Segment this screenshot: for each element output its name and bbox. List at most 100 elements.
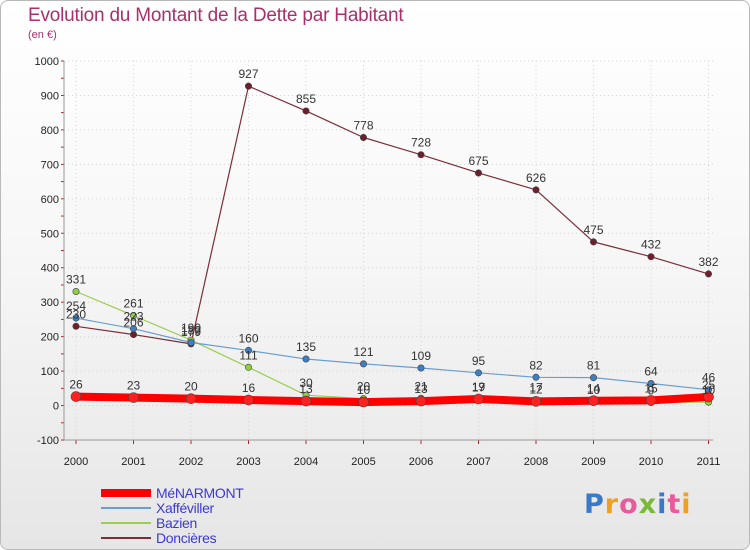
y-tick-label: 1000 xyxy=(35,56,59,68)
y-tick-label: 300 xyxy=(41,297,59,309)
series-line xyxy=(75,317,710,391)
data-label: 30 xyxy=(299,376,313,390)
series-lines xyxy=(70,82,714,408)
y-tick-label: 700 xyxy=(41,159,59,171)
x-tick-label: 2002 xyxy=(179,456,203,468)
data-label: 20 xyxy=(357,380,371,394)
data-label: 10 xyxy=(357,383,371,397)
gridlines xyxy=(64,60,713,441)
legend-item: Bazien xyxy=(101,515,321,531)
data-label: 179 xyxy=(181,325,201,339)
data-label: 95 xyxy=(472,354,486,368)
data-label: 20 xyxy=(184,380,198,394)
y-tick-label: 600 xyxy=(41,194,59,206)
data-point xyxy=(647,253,655,261)
data-point xyxy=(245,346,253,354)
data-point xyxy=(245,363,253,371)
data-label: 778 xyxy=(353,118,373,132)
data-label: 183 xyxy=(181,323,201,337)
y-tick-label: 0 xyxy=(53,401,59,413)
data-label: 109 xyxy=(411,349,431,363)
data-label: 432 xyxy=(641,238,661,252)
axes: -100 0 100 200 300 400 500 600 700 800 900 1000 2000… xyxy=(35,56,721,468)
data-label: 626 xyxy=(526,171,546,185)
data-point xyxy=(532,186,540,194)
y-tick-label: 100 xyxy=(41,366,59,378)
data-point xyxy=(417,151,425,159)
data-label: 13 xyxy=(299,382,313,396)
data-label: 382 xyxy=(698,255,718,269)
data-point xyxy=(474,169,482,177)
data-label: 64 xyxy=(644,364,658,378)
data-point xyxy=(130,331,138,339)
data-label: 206 xyxy=(123,316,143,330)
data-label: 17 xyxy=(529,381,543,395)
y-tick-label: -100 xyxy=(37,435,59,447)
y-tick-label: 500 xyxy=(41,228,59,240)
data-label: 855 xyxy=(296,92,316,106)
series-line xyxy=(75,85,710,345)
series-line xyxy=(72,392,713,407)
data-label: 12 xyxy=(529,382,543,396)
data-label: 15 xyxy=(644,381,658,395)
data-label: 223 xyxy=(123,310,143,324)
data-label: 728 xyxy=(411,136,431,150)
data-point xyxy=(647,379,655,387)
data-point xyxy=(72,314,80,322)
data-point xyxy=(130,325,138,333)
data-label: 13 xyxy=(414,382,428,396)
legend-label: Xafféviller xyxy=(156,500,214,516)
legend-swatch xyxy=(101,507,151,509)
legend-swatch xyxy=(101,489,151,497)
x-tick-label: 2008 xyxy=(524,456,548,468)
legend-label: MéNARMONT xyxy=(156,485,244,501)
data-point xyxy=(187,338,195,346)
data-label: 9 xyxy=(648,383,655,397)
data-label: 17 xyxy=(472,381,486,395)
data-point xyxy=(588,395,599,407)
data-point xyxy=(532,373,540,381)
data-label: 26 xyxy=(69,378,83,392)
data-label: 160 xyxy=(238,331,258,345)
data-label: 254 xyxy=(66,299,86,313)
data-point xyxy=(300,395,312,407)
x-tick-label: 2007 xyxy=(466,456,490,468)
x-tick-label: 2000 xyxy=(64,456,88,468)
data-point xyxy=(302,107,310,115)
data-label: 121 xyxy=(353,345,373,359)
data-point xyxy=(359,133,367,141)
data-label: 261 xyxy=(123,297,143,311)
data-point xyxy=(302,355,310,363)
data-point xyxy=(70,391,82,402)
data-point xyxy=(130,312,138,320)
data-point xyxy=(589,238,597,246)
data-point xyxy=(589,374,597,382)
data-point xyxy=(473,393,484,405)
legend-swatch xyxy=(101,522,151,524)
y-tick-label: 900 xyxy=(41,90,59,102)
data-point xyxy=(185,393,197,404)
chart-title: Evolution du Montant de la Dette par Hab… xyxy=(28,5,404,26)
data-point xyxy=(245,82,253,90)
data-label: 25 xyxy=(702,378,716,392)
data-point xyxy=(474,369,482,377)
data-point xyxy=(415,395,427,407)
legend-item: Xafféviller xyxy=(101,500,321,516)
data-label: 46 xyxy=(702,371,716,385)
series-line xyxy=(75,290,710,404)
x-tick-label: 2004 xyxy=(294,456,318,468)
data-label: 135 xyxy=(296,340,316,354)
legend-item: MéNARMONT xyxy=(101,485,321,501)
data-label: 81 xyxy=(587,359,601,373)
data-point xyxy=(704,270,712,278)
data-point xyxy=(530,396,542,407)
data-point xyxy=(72,288,80,296)
x-tick-label: 2009 xyxy=(581,456,605,468)
data-label: 675 xyxy=(468,154,488,168)
data-point xyxy=(645,395,657,406)
legend-label: Bazien xyxy=(156,515,198,531)
y-tick-label: 200 xyxy=(41,332,59,344)
data-label: 19 xyxy=(472,380,486,394)
data-label: 111 xyxy=(239,348,258,362)
